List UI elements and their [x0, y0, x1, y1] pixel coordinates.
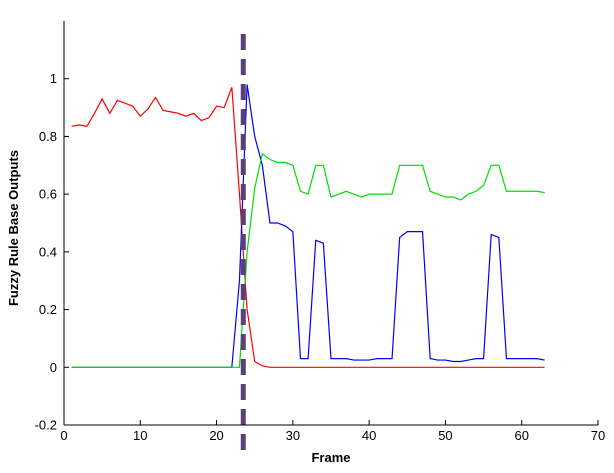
x-tick-label: 0: [60, 428, 67, 443]
x-tick-label: 40: [362, 428, 376, 443]
series-line-3: [71, 152, 545, 368]
y-axis-title: Fuzzy Rule Base Outputs: [6, 150, 21, 306]
y-tick-label: 0.4: [39, 244, 57, 259]
y-tick-label: 0.6: [39, 187, 57, 202]
x-tick-label: 50: [438, 428, 452, 443]
y-tick-label: 0.8: [39, 129, 57, 144]
plot-series-group: [71, 84, 545, 368]
x-tick-label: 70: [591, 428, 605, 443]
y-tick-label: 1: [50, 71, 57, 86]
y-tick-label: 0: [50, 360, 57, 375]
x-axis-title: Frame: [311, 450, 350, 465]
x-tick-label: 20: [209, 428, 223, 443]
axes-group: 0 10 20 30 40 50 60 70-0.200.20.40.60.81: [35, 21, 605, 443]
y-tick-label: -0.2: [35, 418, 57, 433]
y-tick-label: 0.2: [39, 302, 57, 317]
x-tick-label: 10: [133, 428, 147, 443]
series-line-2: [71, 84, 545, 368]
x-tick-label: 30: [286, 428, 300, 443]
series-line-1: [71, 87, 545, 368]
x-tick-label: 60: [514, 428, 528, 443]
